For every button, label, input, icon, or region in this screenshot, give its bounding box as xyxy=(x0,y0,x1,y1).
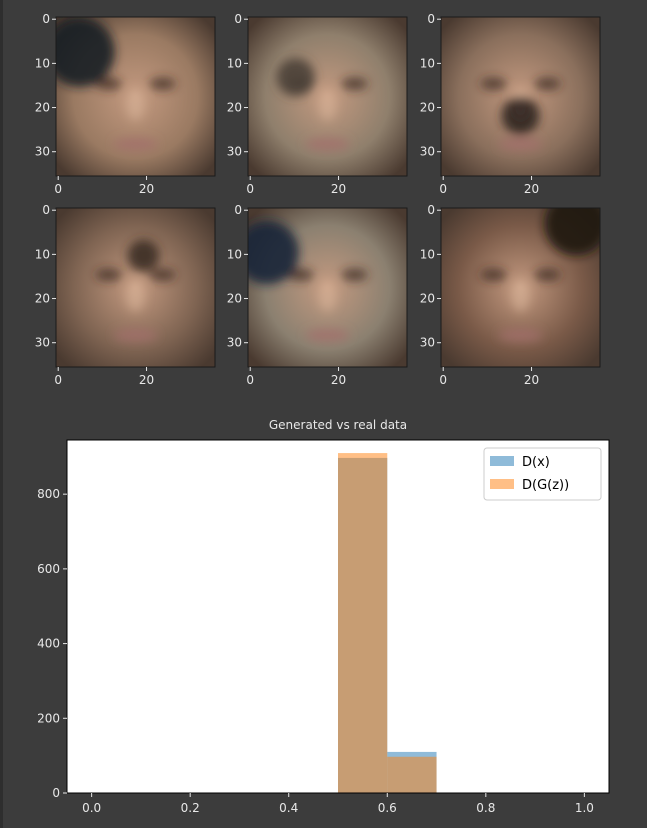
face-frame xyxy=(247,207,408,368)
x-tick-label: 20 xyxy=(524,182,539,196)
x-tick-label: 20 xyxy=(524,373,539,387)
y-tick-label: 10 xyxy=(227,56,242,70)
plot-frame xyxy=(66,439,610,794)
y-tick-label: 10 xyxy=(35,56,50,70)
face-frame xyxy=(440,207,601,368)
x-tick-label: 0 xyxy=(439,182,447,196)
face-panel: 0 10 20 30 0 20 xyxy=(420,12,601,196)
face-image xyxy=(56,17,215,176)
x-tick-label: 0.4 xyxy=(279,801,298,815)
y-tick-label: 0 xyxy=(427,203,435,217)
x-tick-label: 0 xyxy=(246,373,254,387)
y-tick-label: 800 xyxy=(37,487,60,501)
face-frame xyxy=(247,16,408,177)
legend-label: D(x) xyxy=(522,455,550,470)
x-tick-label: 0 xyxy=(246,182,254,196)
y-tick-label: 0 xyxy=(42,12,50,26)
legend-label: D(G(z)) xyxy=(522,478,569,493)
face-image xyxy=(248,17,407,176)
face-frame xyxy=(55,207,216,368)
face-image xyxy=(56,208,215,367)
generated-faces-grid: 0 10 20 30 0 20 0 10 20 30 0 20 0 10 20 30 0 20 0 10 20 30 0 20… xyxy=(35,12,601,387)
y-tick-label: 20 xyxy=(35,101,50,115)
y-tick-label: 20 xyxy=(420,292,435,306)
y-tick-label: 20 xyxy=(227,101,242,115)
legend: D(x) D(G(z)) xyxy=(483,447,602,501)
face-image xyxy=(441,17,600,176)
x-tick-label: 20 xyxy=(139,373,154,387)
x-tick-label: 0.8 xyxy=(476,801,495,815)
y-tick-label: 30 xyxy=(35,145,50,159)
y-tick-label: 200 xyxy=(37,711,60,725)
histogram-chart: 0.0 0.2 0.4 0.6 0.8 1.0 0 200 400 600 800 D(x) D(G(z… xyxy=(37,439,610,815)
x-tick-label: 0 xyxy=(54,373,62,387)
legend-swatch xyxy=(490,456,514,466)
y-tick-label: 0 xyxy=(234,12,242,26)
x-tick-label: 0.2 xyxy=(181,801,200,815)
y-tick-label: 0 xyxy=(427,12,435,26)
y-tick-label: 30 xyxy=(420,145,435,159)
face-panel: 0 10 20 30 0 20 xyxy=(35,203,216,387)
x-tick-label: 0.0 xyxy=(82,801,101,815)
face-panel: 0 10 20 30 0 20 xyxy=(227,203,408,387)
y-tick-label: 20 xyxy=(227,292,242,306)
y-tick-label: 0 xyxy=(42,203,50,217)
x-tick-label: 0.6 xyxy=(378,801,397,815)
face-panel: 0 10 20 30 0 20 xyxy=(35,12,216,196)
histogram-bar xyxy=(387,756,437,793)
face-frame xyxy=(440,16,601,177)
x-tick-label: 20 xyxy=(139,182,154,196)
chart-title: Generated vs real data xyxy=(268,418,408,432)
y-tick-label: 10 xyxy=(227,247,242,261)
output-left-border xyxy=(0,0,3,828)
face-panel: 0 10 20 30 0 20 xyxy=(227,12,408,196)
y-tick-label: 30 xyxy=(227,145,242,159)
x-tick-label: 20 xyxy=(331,182,346,196)
x-tick-label: 0 xyxy=(439,373,447,387)
y-tick-label: 400 xyxy=(37,637,60,651)
y-tick-label: 10 xyxy=(420,247,435,261)
histogram-bar xyxy=(338,453,388,793)
y-tick-label: 30 xyxy=(227,336,242,350)
face-image xyxy=(441,208,600,367)
y-tick-label: 0 xyxy=(52,786,60,800)
face-image xyxy=(248,208,407,367)
face-panel: 0 10 20 30 0 20 xyxy=(420,203,601,387)
y-tick-label: 10 xyxy=(420,56,435,70)
y-tick-label: 30 xyxy=(420,336,435,350)
y-tick-label: 600 xyxy=(37,562,60,576)
y-tick-label: 20 xyxy=(420,101,435,115)
y-tick-label: 10 xyxy=(35,247,50,261)
face-frame xyxy=(55,16,216,177)
series-D(G(z)) xyxy=(338,453,437,793)
x-tick-label: 0 xyxy=(54,182,62,196)
y-tick-label: 30 xyxy=(35,336,50,350)
legend-swatch xyxy=(490,479,514,489)
y-tick-label: 20 xyxy=(35,292,50,306)
y-tick-label: 0 xyxy=(234,203,242,217)
x-tick-label: 1.0 xyxy=(575,801,594,815)
x-tick-label: 20 xyxy=(331,373,346,387)
